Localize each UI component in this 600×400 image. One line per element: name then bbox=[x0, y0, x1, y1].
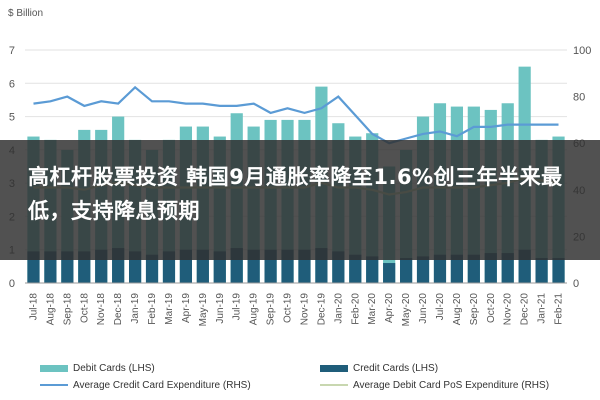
x-tick-label: Feb-20 bbox=[350, 293, 361, 325]
legend-swatch-avg-credit bbox=[40, 384, 68, 387]
x-tick-label: Jan-20 bbox=[333, 293, 344, 324]
x-tick-label: May-20 bbox=[401, 293, 412, 327]
x-tick-label: Aug-20 bbox=[452, 293, 463, 326]
x-tick-label: Feb-21 bbox=[554, 293, 565, 325]
x-tick-label: Oct-18 bbox=[79, 293, 90, 323]
left-tick-label: 0 bbox=[9, 278, 15, 290]
bar-credit-cards bbox=[349, 254, 362, 283]
left-tick-label: 5 bbox=[9, 112, 15, 124]
x-tick-label: Jul-20 bbox=[435, 293, 446, 321]
bar-credit-cards bbox=[501, 253, 514, 283]
x-tick-label: Apr-19 bbox=[181, 293, 192, 323]
x-tick-label: Aug-19 bbox=[249, 293, 260, 326]
x-tick-label: Jul-18 bbox=[28, 293, 39, 321]
x-tick-label: Apr-20 bbox=[384, 293, 395, 323]
bar-credit-cards bbox=[467, 254, 480, 283]
x-tick-label: Nov-20 bbox=[503, 293, 514, 326]
legend-credit-cards: Credit Cards (LHS) bbox=[320, 363, 438, 374]
headline-text[interactable]: 高杠杆股票投资 韩国9月通胀率降至1.6%创三年半来最低，支持降息预期 bbox=[28, 165, 563, 223]
legend-debit-cards: Debit Cards (LHS) bbox=[40, 363, 155, 374]
x-tick-label: Sep-20 bbox=[469, 293, 480, 326]
legend-avg-credit-expenditure: Average Credit Card Expenditure (RHS) bbox=[40, 380, 251, 391]
right-tick-label: 100 bbox=[573, 45, 591, 57]
x-tick-label: Mar-19 bbox=[164, 293, 175, 325]
x-tick-label: May-19 bbox=[198, 293, 209, 327]
legend-label-credit: Credit Cards (LHS) bbox=[353, 363, 439, 374]
bar-credit-cards bbox=[383, 263, 396, 283]
x-tick-label: Dec-18 bbox=[113, 293, 124, 326]
x-tick-label: Oct-19 bbox=[283, 293, 294, 323]
x-tick-label: Jun-19 bbox=[215, 293, 226, 324]
x-tick-label: Jul-19 bbox=[232, 293, 243, 321]
bar-credit-cards bbox=[552, 258, 565, 283]
bar-credit-cards bbox=[535, 258, 548, 283]
x-tick-label: Sep-19 bbox=[266, 293, 277, 326]
x-tick-label: Nov-19 bbox=[299, 293, 310, 326]
bar-credit-cards bbox=[484, 253, 497, 283]
x-tick-label: Mar-20 bbox=[367, 293, 378, 325]
legend-label-avg-credit: Average Credit Card Expenditure (RHS) bbox=[73, 380, 251, 391]
bar-credit-cards bbox=[145, 254, 159, 283]
bar-credit-cards bbox=[399, 258, 413, 283]
legend-swatch-debit bbox=[40, 364, 68, 372]
x-tick-label: Dec-19 bbox=[316, 293, 327, 326]
x-tick-label: Jun-20 bbox=[418, 293, 429, 324]
x-tick-label: Dec-20 bbox=[520, 293, 531, 326]
left-axis-unit: $ Billion bbox=[8, 8, 44, 19]
legend-label-debit: Debit Cards (LHS) bbox=[73, 363, 155, 374]
x-tick-label: Nov-18 bbox=[96, 293, 107, 326]
x-tick-label: Sep-18 bbox=[62, 293, 73, 326]
bar-credit-cards bbox=[416, 256, 430, 283]
bar-credit-cards bbox=[433, 254, 447, 283]
right-tick-label: 0 bbox=[573, 278, 579, 290]
x-tick-label: Jan-21 bbox=[537, 293, 548, 324]
legend-swatch-avg-debit bbox=[320, 384, 348, 387]
x-tick-label: Oct-20 bbox=[486, 293, 497, 323]
x-tick-label: Feb-19 bbox=[147, 293, 158, 325]
legend-swatch-credit bbox=[320, 364, 348, 372]
bar-credit-cards bbox=[450, 254, 464, 283]
x-tick-label: Jan-19 bbox=[130, 293, 141, 324]
left-tick-label: 7 bbox=[9, 45, 15, 57]
right-tick-label: 80 bbox=[573, 92, 585, 104]
x-tick-label: Aug-18 bbox=[45, 293, 56, 326]
legend-label-avg-debit: Average Debit Card PoS Expenditure (RHS) bbox=[353, 380, 550, 391]
legend-avg-debit-pos: Average Debit Card PoS Expenditure (RHS) bbox=[320, 380, 549, 391]
line-avg-credit-expenditure bbox=[33, 85, 559, 145]
left-tick-label: 6 bbox=[9, 78, 15, 90]
headline-banner: 高杠杆股票投资 韩国9月通胀率降至1.6%创三年半来最低，支持降息预期 bbox=[0, 140, 600, 260]
bar-credit-cards bbox=[366, 256, 379, 283]
